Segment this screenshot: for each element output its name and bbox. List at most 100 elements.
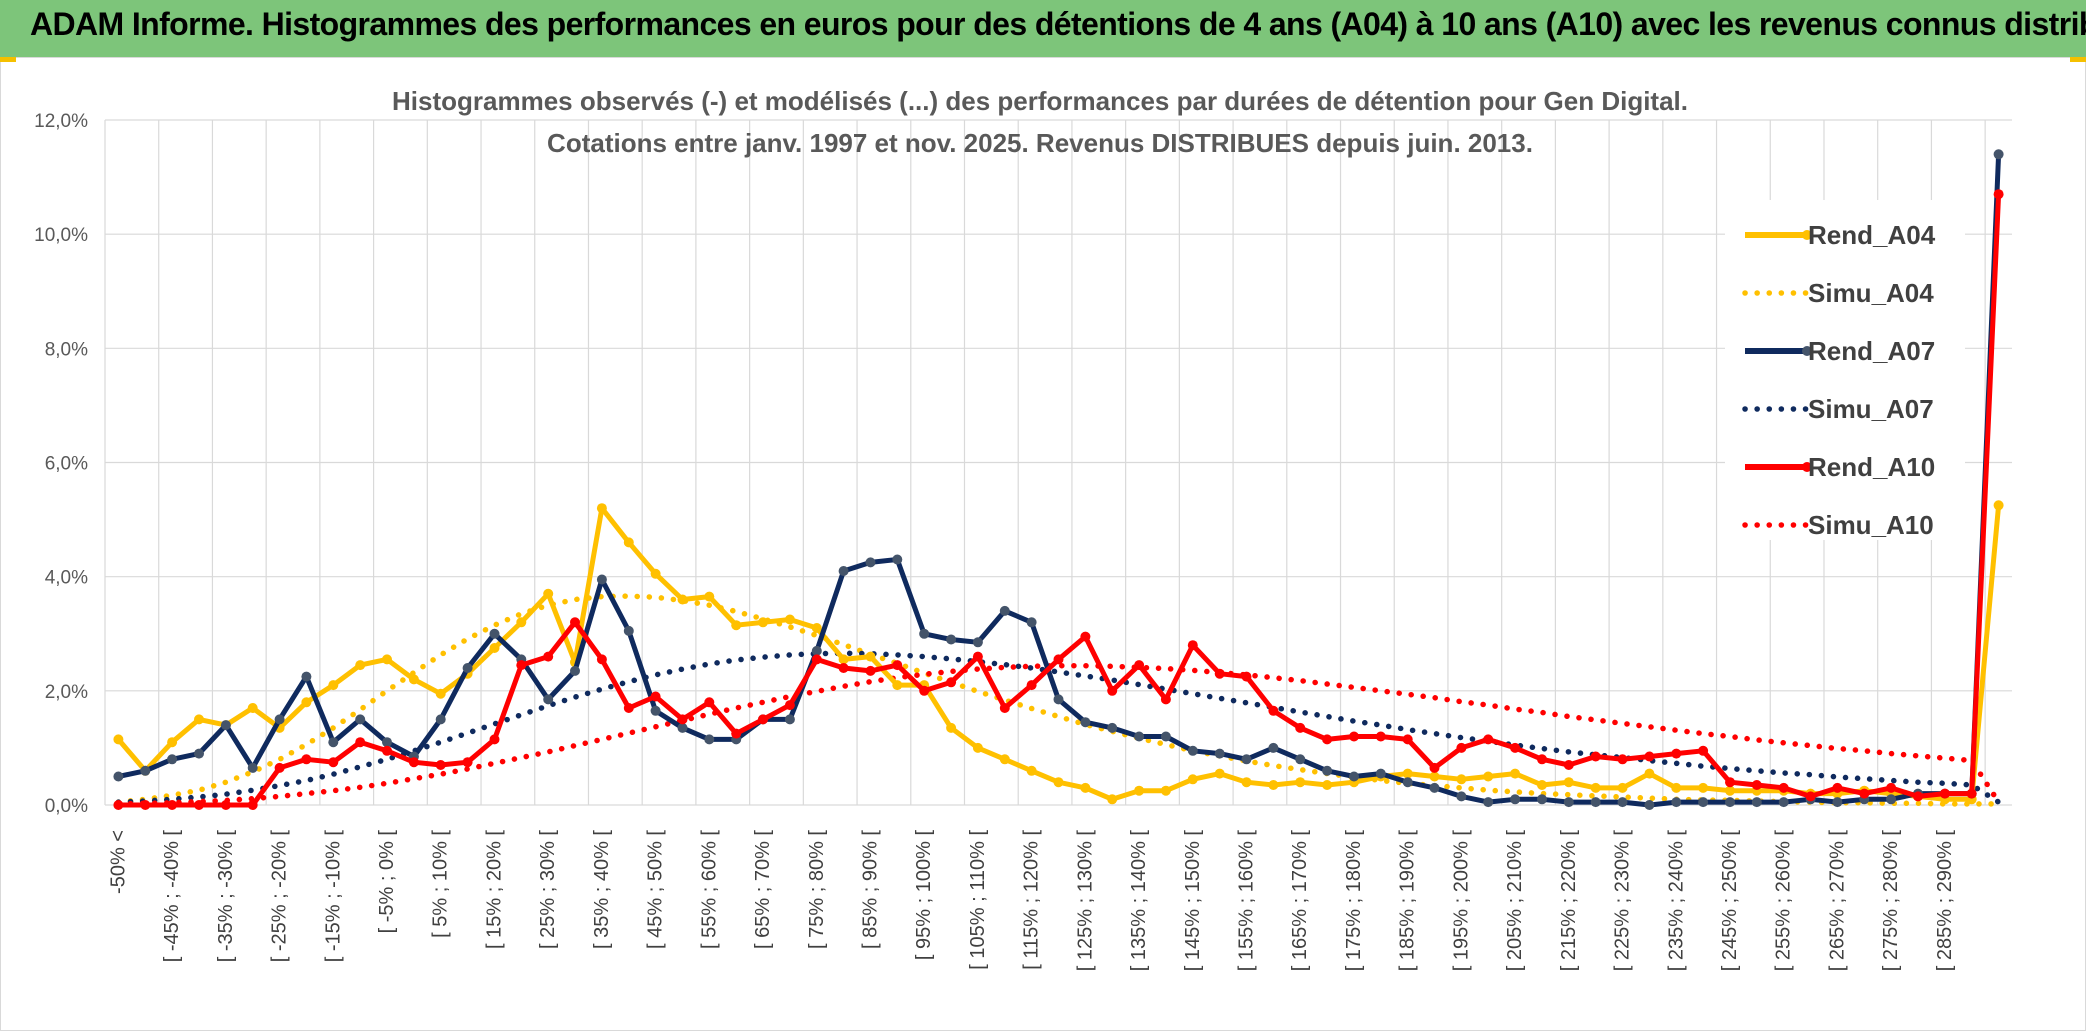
data-point bbox=[623, 703, 634, 713]
data-point bbox=[758, 714, 768, 725]
data-point bbox=[650, 705, 661, 716]
data-point bbox=[1268, 705, 1279, 716]
data-point bbox=[194, 800, 204, 810]
y-tick-label: 2,0% bbox=[45, 682, 88, 703]
data-point bbox=[435, 714, 446, 725]
data-point bbox=[1563, 760, 1574, 770]
data-point bbox=[1268, 780, 1279, 790]
data-point bbox=[140, 765, 151, 776]
data-point bbox=[462, 663, 473, 673]
x-tick-label: [ 95% ; 100% [ bbox=[913, 830, 935, 961]
x-axis: -50% < [ -45% ; -40% [[ -35% ; -30% [[ -2… bbox=[107, 830, 1955, 972]
data-point bbox=[865, 651, 876, 662]
x-tick-label: [ 35% ; 40% [ bbox=[591, 830, 613, 949]
data-point bbox=[355, 660, 366, 671]
data-point bbox=[1993, 500, 2004, 511]
data-point bbox=[1107, 722, 1118, 733]
legend-marker bbox=[1802, 462, 1812, 472]
data-point bbox=[946, 677, 957, 688]
data-point bbox=[1160, 731, 1171, 742]
data-point bbox=[1322, 765, 1333, 776]
data-point bbox=[999, 703, 1010, 713]
data-point bbox=[999, 754, 1010, 765]
data-point bbox=[1429, 782, 1440, 793]
data-point bbox=[1644, 751, 1655, 762]
data-point bbox=[382, 654, 392, 665]
data-point bbox=[1214, 668, 1225, 679]
data-point bbox=[140, 800, 151, 810]
data-point bbox=[113, 771, 124, 782]
data-point bbox=[1886, 782, 1897, 793]
data-point bbox=[1241, 671, 1252, 682]
data-point bbox=[1214, 748, 1225, 759]
data-point bbox=[1537, 794, 1547, 805]
x-tick-label: [ 215% ; 220% [ bbox=[1558, 830, 1580, 972]
x-tick-label: [ 105% ; 110% [ bbox=[967, 830, 989, 970]
data-point bbox=[1402, 734, 1413, 745]
data-point bbox=[972, 637, 983, 648]
data-point bbox=[1080, 631, 1091, 642]
data-point bbox=[328, 757, 339, 768]
series bbox=[113, 149, 2004, 810]
data-point bbox=[704, 591, 715, 602]
data-point bbox=[1483, 771, 1494, 782]
x-tick-label: [ 235% ; 240% [ bbox=[1665, 830, 1687, 972]
data-point bbox=[919, 685, 930, 696]
data-point bbox=[1590, 782, 1601, 793]
data-point bbox=[301, 697, 312, 708]
data-point bbox=[596, 654, 607, 665]
legend: Rend_A04 Simu_A04 Rend_A07 Simu_A07 Rend_A10… bbox=[1725, 200, 1965, 540]
data-point bbox=[1886, 794, 1897, 805]
x-tick-label: [ 125% ; 130% [ bbox=[1074, 830, 1096, 972]
legend-item-rend-a07: Rend_A07 bbox=[1745, 336, 1935, 366]
data-point bbox=[784, 614, 795, 625]
data-point bbox=[1751, 797, 1762, 808]
legend-item-simu-a10: Simu_A10 bbox=[1742, 510, 1934, 540]
data-point bbox=[677, 594, 688, 605]
series-line bbox=[115, 662, 2002, 807]
data-point bbox=[570, 617, 580, 628]
data-point bbox=[247, 762, 258, 773]
data-point bbox=[543, 651, 554, 662]
data-point bbox=[516, 617, 527, 628]
data-point bbox=[1510, 742, 1521, 753]
data-point bbox=[1617, 754, 1628, 765]
data-point bbox=[1563, 777, 1574, 788]
data-point bbox=[382, 737, 392, 748]
x-tick-label: [ 65% ; 70% [ bbox=[752, 830, 774, 949]
data-point bbox=[301, 671, 312, 682]
data-point bbox=[1375, 731, 1386, 742]
data-point bbox=[1026, 680, 1037, 691]
data-point bbox=[892, 680, 903, 691]
data-point bbox=[1456, 774, 1467, 785]
data-point bbox=[865, 557, 876, 568]
data-point bbox=[1241, 777, 1252, 788]
data-point bbox=[328, 680, 339, 691]
data-point bbox=[677, 714, 688, 725]
data-point bbox=[1832, 782, 1843, 793]
legend-label: Rend_A07 bbox=[1808, 336, 1935, 366]
data-point bbox=[220, 800, 231, 810]
data-point bbox=[1134, 731, 1145, 742]
data-point bbox=[1617, 782, 1628, 793]
data-point bbox=[274, 714, 285, 725]
data-point bbox=[1832, 797, 1843, 808]
data-point bbox=[650, 568, 661, 579]
data-point bbox=[113, 734, 124, 745]
data-point bbox=[489, 734, 500, 745]
x-tick-label: [ -25% ; -20% [ bbox=[269, 830, 291, 963]
data-point bbox=[704, 734, 715, 745]
data-point bbox=[1214, 768, 1225, 779]
data-point bbox=[1725, 785, 1735, 796]
data-point bbox=[1751, 780, 1762, 790]
y-tick-label: 6,0% bbox=[45, 454, 88, 475]
y-tick-label: 12,0% bbox=[34, 111, 88, 132]
x-tick-label: [ 225% ; 230% [ bbox=[1612, 830, 1634, 972]
y-tick-label: 10,0% bbox=[34, 225, 88, 246]
x-tick-label: [ 205% ; 210% [ bbox=[1504, 830, 1526, 972]
data-point bbox=[301, 754, 312, 765]
x-tick-label: [ -5% ; 0% [ bbox=[376, 830, 398, 934]
legend-label: Simu_A07 bbox=[1808, 394, 1934, 424]
data-point bbox=[1053, 777, 1064, 788]
